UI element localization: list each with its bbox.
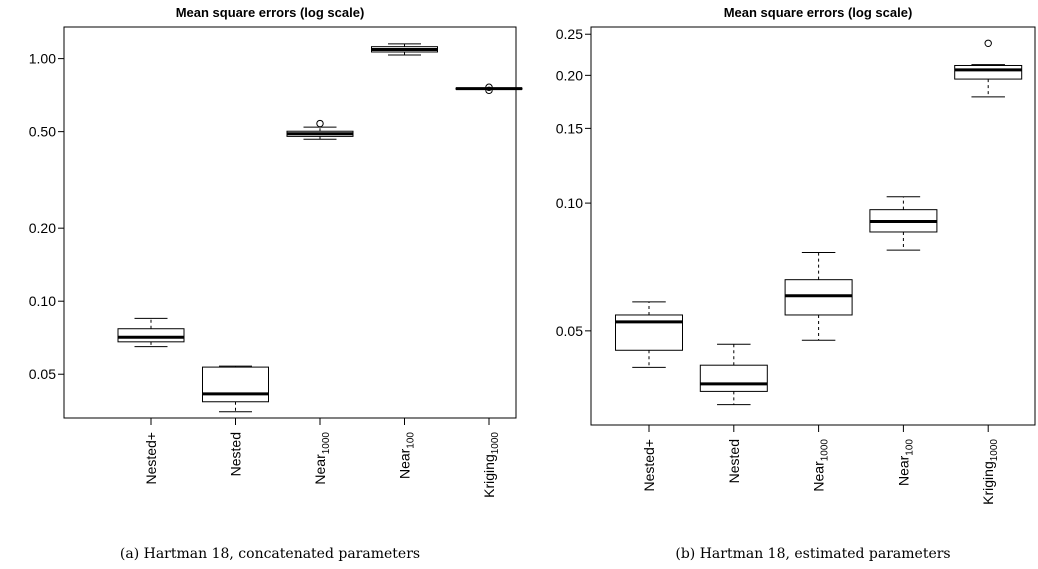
- caption: (a) Hartman 18, concatenated parameters: [120, 546, 420, 562]
- caption: (b) Hartman 18, estimated parameters: [675, 546, 950, 562]
- y-tick-label: 0.25: [556, 26, 583, 42]
- y-tick-label: 0.10: [29, 293, 56, 309]
- panel-a: Mean square errors (log scale) 0.050.100…: [29, 5, 523, 562]
- y-tick-label: 0.15: [556, 120, 583, 136]
- outlier-point: [485, 83, 493, 91]
- y-tick-label: 0.20: [556, 67, 583, 83]
- x-tick-label-subscript: 1000: [321, 432, 332, 455]
- outlier-point: [485, 86, 493, 95]
- x-tick-label-base: Nested: [228, 432, 244, 476]
- x-tick-label: Nested+: [143, 432, 159, 485]
- boxes: [615, 39, 1023, 406]
- iqr-box: [202, 366, 269, 403]
- x-tick-label: Kriging1000: [481, 432, 501, 498]
- y-axis: 0.05 0.10 0.20 0.50 1.00: [29, 51, 64, 382]
- x-tick-label-base: Near: [312, 454, 328, 485]
- iqr-box: [117, 328, 185, 343]
- y-tick-label: 0.10: [556, 195, 583, 211]
- x-tick-label-subscript: 1000: [490, 432, 501, 455]
- x-tick-label-base: Near: [811, 461, 827, 492]
- x-tick-label-base: Kriging: [481, 454, 497, 498]
- x-tick-label: Near1000: [312, 432, 332, 485]
- box-2: [784, 251, 853, 341]
- x-tick-label: Nested: [228, 432, 244, 476]
- x-tick-label-base: Nested+: [641, 439, 657, 492]
- box-1: [202, 365, 269, 413]
- x-tick-label: Nested: [726, 439, 742, 483]
- x-tick-label: Near100: [397, 432, 417, 479]
- box-2: [286, 119, 354, 140]
- plot-frame: [590, 26, 1036, 426]
- x-tick-label: Nested+: [641, 439, 657, 492]
- chart-title: Mean square errors (log scale): [176, 5, 365, 20]
- x-tick-label: Near100: [895, 439, 915, 486]
- x-tick-label: Kriging1000: [980, 439, 1000, 505]
- iqr-box: [954, 64, 1023, 80]
- y-tick-label: 0.20: [29, 220, 56, 236]
- panel-b: Mean square errors (log scale) 0.050.100…: [556, 5, 1036, 562]
- boxes: [117, 43, 523, 413]
- iqr-box: [784, 279, 853, 316]
- x-tick-label: Near1000: [811, 439, 831, 492]
- iqr-box: [699, 364, 768, 392]
- x-tick-label-base: Nested+: [143, 432, 159, 485]
- box-4: [954, 39, 1023, 98]
- x-tick-label-base: Nested: [726, 439, 742, 483]
- outlier-point: [984, 39, 992, 47]
- x-tick-label-base: Near: [895, 455, 911, 486]
- box-3: [371, 43, 438, 56]
- y-tick-label: 0.05: [556, 323, 583, 339]
- box-3: [869, 196, 938, 251]
- iqr-box: [615, 314, 683, 351]
- box-4: [455, 83, 523, 95]
- chart-title: Mean square errors (log scale): [724, 5, 913, 20]
- x-tick-label-subscript: 1000: [820, 439, 831, 462]
- box-0: [117, 317, 185, 348]
- plot-frame: [63, 26, 517, 419]
- outlier-point: [316, 119, 324, 128]
- box-0: [615, 301, 683, 368]
- x-tick-label-subscript: 100: [904, 439, 915, 456]
- x-tick-label-subscript: 100: [406, 432, 417, 449]
- x-tick-label-base: Kriging: [980, 461, 996, 505]
- y-tick-label: 0.05: [29, 366, 56, 382]
- y-tick-label: 0.50: [29, 124, 56, 140]
- x-tick-label-subscript: 1000: [989, 439, 1000, 462]
- box-1: [699, 343, 768, 406]
- y-tick-label: 1.00: [29, 51, 56, 67]
- x-tick-label-base: Near: [397, 448, 413, 479]
- y-axis: 0.05 0.10 0.15 0.20 0.25: [556, 26, 591, 339]
